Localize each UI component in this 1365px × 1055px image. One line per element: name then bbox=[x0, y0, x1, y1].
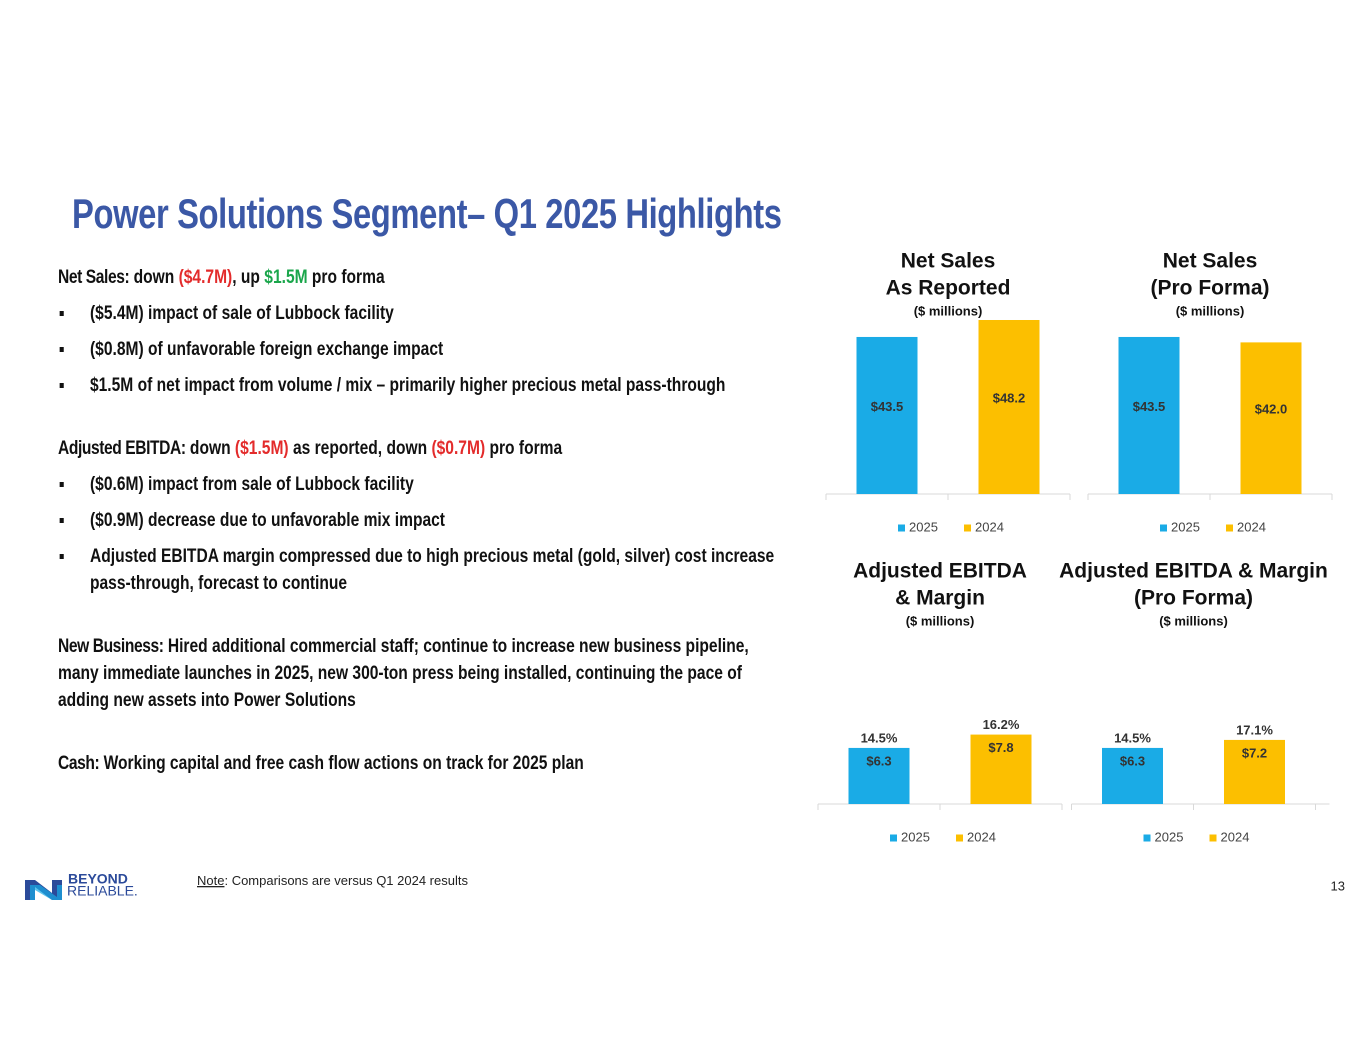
section-lead: New Business: Hired additional commercia… bbox=[58, 633, 780, 714]
legend-swatch bbox=[964, 524, 971, 532]
legend-swatch bbox=[956, 834, 963, 842]
margin-label: 17.1% bbox=[1236, 722, 1273, 737]
section-heading: Net Sales: bbox=[58, 267, 130, 288]
legend-swatch bbox=[898, 524, 905, 532]
legend-label: 2025 bbox=[1171, 519, 1200, 534]
legend-label: 2025 bbox=[901, 829, 930, 844]
note: Note: Comparisons are versus Q1 2024 res… bbox=[197, 873, 468, 888]
section: Adjusted EBITDA: down ($1.5M) as reporte… bbox=[58, 435, 780, 597]
section-heading: Adjusted EBITDA: bbox=[58, 438, 186, 459]
lead-part: Hired additional commercial staff; conti… bbox=[58, 636, 749, 711]
section-lead: Cash: Working capital and free cash flow… bbox=[58, 750, 780, 777]
lead-part: Working capital and free cash flow actio… bbox=[99, 753, 584, 774]
section: Net Sales: down ($4.7M), up $1.5M pro fo… bbox=[58, 264, 780, 399]
section: Cash: Working capital and free cash flow… bbox=[58, 750, 780, 777]
bullet: ($0.8M) of unfavorable foreign exchange … bbox=[58, 336, 780, 363]
legend-label: 2024 bbox=[1221, 829, 1250, 844]
value-label: $43.5 bbox=[1133, 399, 1166, 414]
value-label: $48.2 bbox=[993, 390, 1026, 405]
chart-title: & Margin bbox=[895, 587, 985, 610]
chart-subtitle: ($ millions) bbox=[906, 613, 975, 628]
legend-label: 2025 bbox=[1155, 829, 1184, 844]
bullet: $1.5M of net impact from volume / mix – … bbox=[58, 372, 780, 399]
bar bbox=[1240, 342, 1302, 494]
note-label: Note bbox=[197, 873, 224, 888]
bullet-list: ($0.6M) impact from sale of Lubbock faci… bbox=[58, 471, 780, 597]
margin-label: 14.5% bbox=[861, 730, 898, 745]
lead-part: ($4.7M) bbox=[178, 267, 233, 288]
section-heading: Cash: bbox=[58, 753, 100, 774]
section-heading: New Business: bbox=[58, 636, 164, 657]
legend-swatch bbox=[890, 834, 897, 842]
page-number: 13 bbox=[1331, 878, 1345, 893]
bullet-list: ($5.4M) impact of sale of Lubbock facili… bbox=[58, 300, 780, 399]
bullet: ($0.6M) impact from sale of Lubbock faci… bbox=[58, 471, 780, 498]
logo-line2: RELIABLE. bbox=[67, 883, 138, 899]
legend-label: 2025 bbox=[909, 519, 938, 534]
value-label: $7.8 bbox=[988, 740, 1013, 755]
lead-part: down bbox=[129, 267, 179, 288]
legend-swatch bbox=[1143, 834, 1151, 842]
bar bbox=[1102, 747, 1163, 804]
section: New Business: Hired additional commercia… bbox=[58, 633, 780, 714]
value-label: $42.0 bbox=[1255, 402, 1288, 417]
legend-label: 2024 bbox=[975, 519, 1004, 534]
lead-part: as reported, down bbox=[288, 438, 432, 459]
chart-subtitle: ($ millions) bbox=[1159, 613, 1228, 628]
bar bbox=[970, 734, 1032, 804]
chart-title: (Pro Forma) bbox=[1150, 277, 1269, 300]
legend-label: 2024 bbox=[967, 829, 996, 844]
slide-title: Power Solutions Segment– Q1 2025 Highlig… bbox=[72, 190, 782, 237]
text-block: Net Sales: down ($4.7M), up $1.5M pro fo… bbox=[58, 264, 780, 813]
lead-part: ($0.7M) bbox=[431, 438, 486, 459]
bar bbox=[856, 336, 918, 494]
logo-line1: BEYOND bbox=[68, 871, 128, 887]
lead-part: pro forma bbox=[307, 267, 385, 288]
logo-icon bbox=[25, 880, 62, 900]
legend-swatch bbox=[1226, 524, 1233, 532]
chart-title: (Pro Forma) bbox=[1134, 587, 1253, 610]
chart-title: As Reported bbox=[886, 277, 1011, 300]
section-lead: Net Sales: down ($4.7M), up $1.5M pro fo… bbox=[58, 264, 780, 291]
chart-title: Net Sales bbox=[1163, 250, 1258, 273]
section-lead: Adjusted EBITDA: down ($1.5M) as reporte… bbox=[58, 435, 780, 462]
chart-subtitle: ($ millions) bbox=[914, 303, 983, 318]
bullet: Adjusted EBITDA margin compressed due to… bbox=[58, 543, 780, 597]
value-label: $6.3 bbox=[866, 753, 891, 768]
legend-swatch bbox=[1209, 834, 1217, 842]
lead-part: ($1.5M) bbox=[234, 438, 289, 459]
bar bbox=[978, 319, 1040, 494]
margin-label: 14.5% bbox=[1114, 730, 1151, 745]
value-label: $43.5 bbox=[871, 399, 904, 414]
value-label: $7.2 bbox=[1242, 745, 1267, 760]
legend-swatch bbox=[1160, 524, 1167, 532]
value-label: $6.3 bbox=[1120, 753, 1145, 768]
chart-title: Adjusted EBITDA bbox=[853, 560, 1027, 583]
lead-part: down bbox=[185, 438, 235, 459]
lead-part: $1.5M bbox=[264, 267, 308, 288]
bar bbox=[848, 747, 910, 804]
margin-label: 16.2% bbox=[983, 717, 1020, 732]
bar bbox=[1118, 336, 1180, 494]
legend-label: 2024 bbox=[1237, 519, 1266, 534]
chart-title: Net Sales bbox=[901, 250, 996, 273]
chart-subtitle: ($ millions) bbox=[1176, 303, 1245, 318]
lead-part: pro forma bbox=[485, 438, 563, 459]
bar bbox=[1224, 739, 1285, 804]
bullet: ($5.4M) impact of sale of Lubbock facili… bbox=[58, 300, 780, 327]
lead-part: , up bbox=[232, 267, 265, 288]
chart-title: Adjusted EBITDA & Margin bbox=[1059, 560, 1328, 583]
bullet: ($0.9M) decrease due to unfavorable mix … bbox=[58, 507, 780, 534]
note-text: : Comparisons are versus Q1 2024 results bbox=[224, 873, 468, 888]
